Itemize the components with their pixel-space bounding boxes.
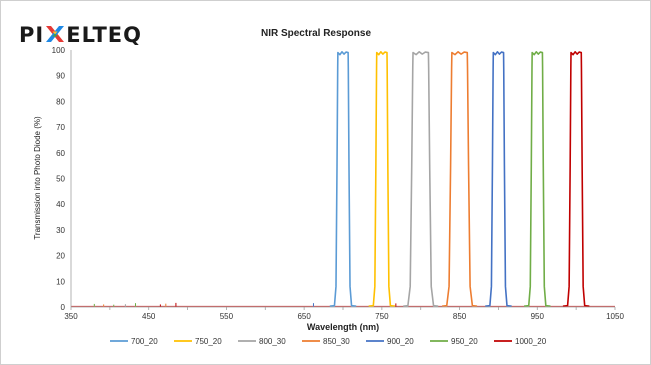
x-tick-label: 850 [453,312,467,321]
legend-item: 800_30 [238,337,286,346]
legend-label: 1000_20 [515,337,547,346]
x-tick-label: 950 [531,312,545,321]
series-layer [71,52,615,307]
y-tick-label: 30 [56,226,65,235]
legend-label: 700_20 [131,337,158,346]
chart-title: NIR Spectral Response [261,28,371,39]
y-tick-label: 0 [61,303,66,312]
series-line-700-20 [330,52,356,306]
legend-label: 800_30 [259,337,286,346]
x-tick-label: 450 [142,312,156,321]
legend-item: 950_20 [430,337,478,346]
y-tick-label: 60 [56,149,65,158]
x-tick-label: 550 [220,312,234,321]
series-line-750-20 [369,52,395,306]
x-tick-label: 650 [297,312,311,321]
y-tick-label: 70 [56,123,65,132]
y-tick-label: 100 [52,46,66,55]
y-tick-label: 90 [56,72,65,81]
y-axis-title-group: Transmission into Photo Diode (%) [33,116,42,240]
y-tick-label: 20 [56,252,65,261]
legend-label: 950_20 [451,337,478,346]
y-tick-label: 40 [56,200,65,209]
x-tick-label: 350 [64,312,78,321]
legend-item: 700_20 [110,337,158,346]
legend-item: 900_20 [366,337,414,346]
x-tick-label: 1050 [606,312,624,321]
x-tick-label: 750 [375,312,389,321]
y-tick-label: 50 [56,175,65,184]
legend-label: 900_20 [387,337,414,346]
y-tick-label: 80 [56,97,65,106]
series-line-1000-20 [563,52,589,306]
legend-label: 750_20 [195,337,222,346]
y-tick-label: 10 [56,277,65,286]
series-line-800-30 [403,52,438,306]
legend-item: 1000_20 [494,337,547,346]
legend-item: 850_30 [302,337,350,346]
x-axis-title: Wavelength (nm) [307,322,379,332]
legend-layer: 700_20 750_20 800_30 850_30 900_20 950_20 1000… [110,337,547,346]
y-axis-title: Transmission into Photo Diode (%) [33,116,42,240]
series-line-950-20 [524,52,550,306]
series-line-850-30 [442,52,477,306]
series-line-900-20 [485,52,511,306]
legend-item: 750_20 [174,337,222,346]
legend-label: 850_30 [323,337,350,346]
axis-layer [71,50,615,307]
